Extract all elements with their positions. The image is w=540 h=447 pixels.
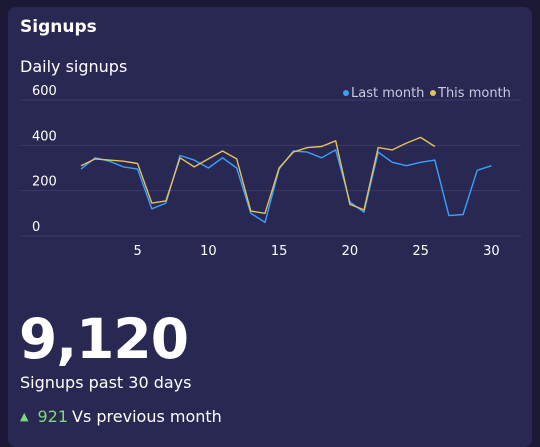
x-tick-label: 5 [133,244,141,259]
x-tick-label: 30 [483,244,500,259]
trend-up-icon: ▲ [20,410,29,423]
comparison-row: ▲ 921 Vs previous month [20,407,222,426]
y-tick-label: 0 [32,220,40,235]
signups-card: Signups Daily signups 0 200 400 600 5 10 15 20 2… [8,7,532,447]
signups-caption: Signups past 30 days [20,373,192,392]
x-tick-label: 20 [342,244,359,259]
card-title: Signups [20,17,97,37]
legend-swatch [430,90,436,96]
x-tick-label: 10 [200,244,217,259]
x-tick-label: 25 [412,244,429,259]
delta-label: Vs previous month [72,407,222,426]
x-tick-label: 15 [271,244,288,259]
series-line-this-month [80,136,436,214]
signups-line-chart: 0 200 400 600 5 10 15 20 25 30 Last month This mont… [20,84,521,259]
legend-swatch [343,90,349,96]
y-tick-label: 400 [32,129,57,144]
legend-label: This month [437,86,511,101]
y-tick-label: 200 [32,175,57,190]
legend-label: Last month [351,86,424,101]
y-tick-label: 600 [32,84,57,99]
delta-value: 921 [37,407,69,426]
signups-total: 9,120 [19,307,189,371]
chart-title: Daily signups [20,57,128,76]
